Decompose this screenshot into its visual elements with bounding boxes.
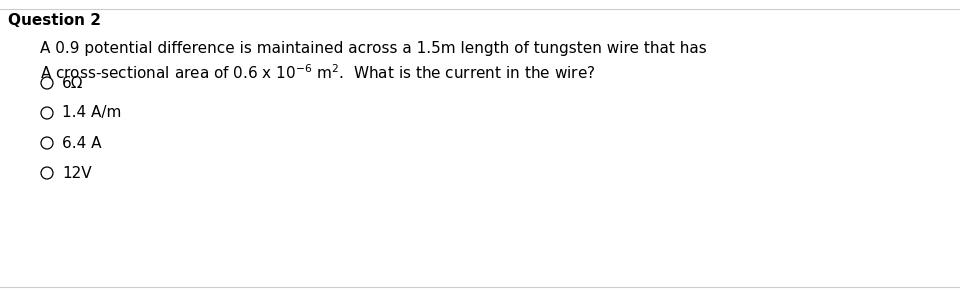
Text: 1.4 A/m: 1.4 A/m <box>62 106 121 120</box>
Text: A cross-sectional area of 0.6 x 10$^{-6}$ m$^{2}$.  What is the current in the w: A cross-sectional area of 0.6 x 10$^{-6}… <box>40 63 595 82</box>
Text: 12V: 12V <box>62 166 91 180</box>
Text: 6.4 A: 6.4 A <box>62 136 102 150</box>
Text: A 0.9 potential difference is maintained across a 1.5m length of tungsten wire t: A 0.9 potential difference is maintained… <box>40 41 707 56</box>
Text: 6Ω: 6Ω <box>62 75 84 91</box>
Text: Question 2: Question 2 <box>8 13 101 28</box>
